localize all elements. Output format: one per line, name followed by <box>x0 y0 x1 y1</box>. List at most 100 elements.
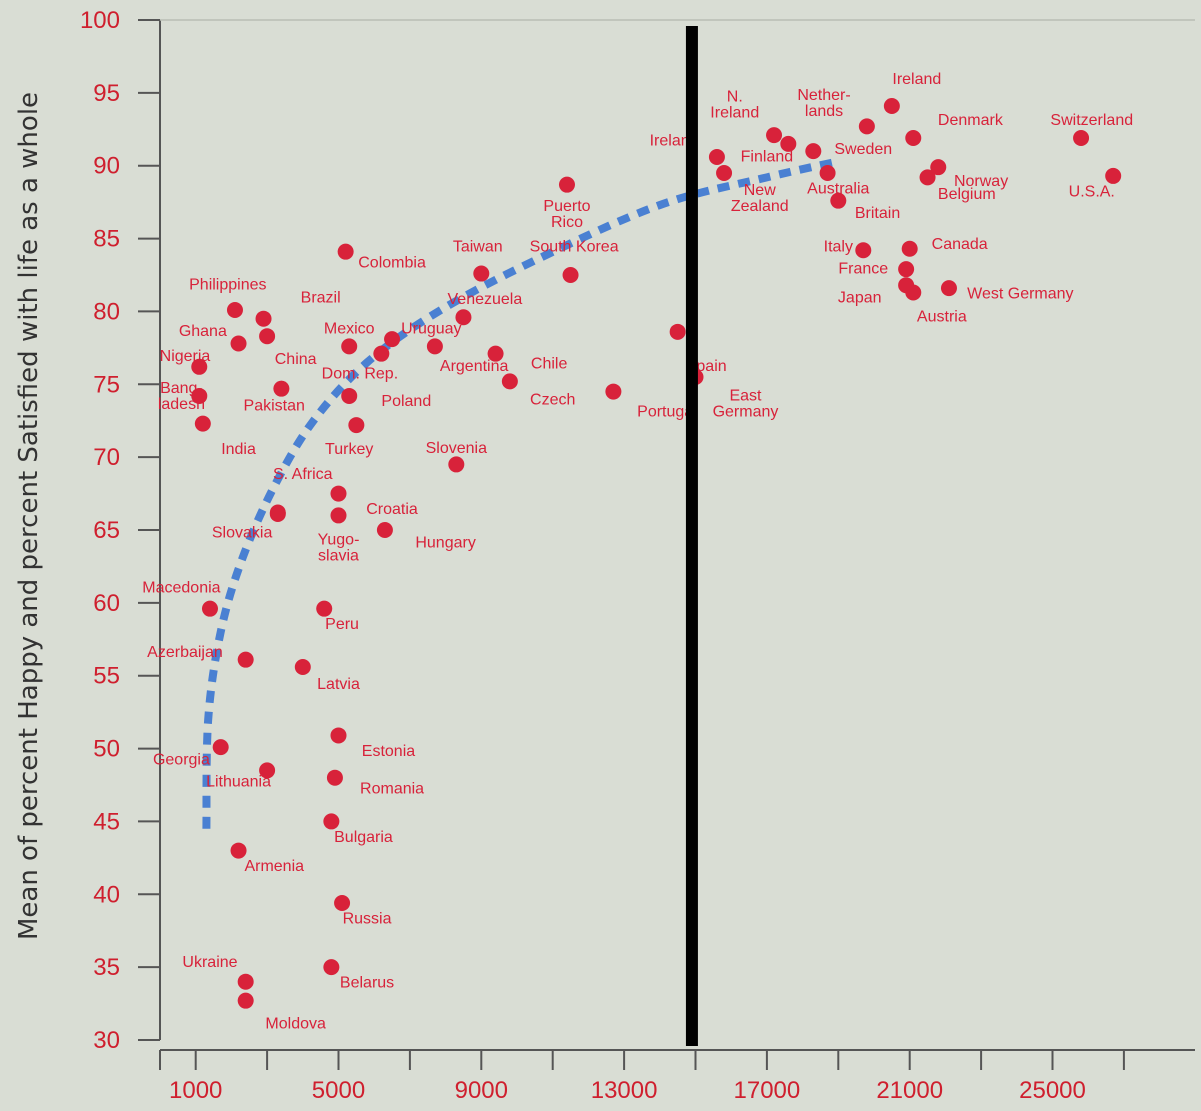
data-point <box>194 415 211 432</box>
point-label: Peru <box>325 616 359 633</box>
point-label-line: Portugal <box>637 403 697 420</box>
point-label-line: Czech <box>530 392 575 409</box>
data-point <box>426 338 443 355</box>
point-label-line: Latvia <box>317 676 360 693</box>
point-label-line: Chile <box>531 355 568 372</box>
y-tick-label: 75 <box>93 371 120 398</box>
point-label-line: Argentina <box>440 358 509 375</box>
point-label: Britain <box>855 205 900 222</box>
point-label-line: Moldova <box>265 1015 326 1032</box>
point-label-line: South Korea <box>530 239 619 256</box>
data-point <box>858 118 875 135</box>
y-tick-label: 85 <box>93 226 120 253</box>
point-label: West Germany <box>967 285 1073 302</box>
data-point <box>501 373 518 390</box>
y-tick-label: 70 <box>93 444 120 471</box>
point-label-line: Ukraine <box>182 954 237 971</box>
point-label: Bulgaria <box>334 829 393 846</box>
point-label: Nether-lands <box>797 87 850 120</box>
data-point <box>201 600 218 617</box>
point-label-line: Nether- <box>797 87 850 104</box>
point-label-line: Ghana <box>179 323 227 340</box>
y-tick-label: 45 <box>93 808 120 835</box>
y-tick-label: 35 <box>93 954 120 981</box>
point-label: Canada <box>932 236 988 253</box>
data-point <box>473 265 490 282</box>
point-label: China <box>275 351 317 368</box>
point-label-line: Estonia <box>362 743 415 760</box>
point-label-line: Austria <box>917 309 967 326</box>
point-label-line: Turkey <box>325 441 373 458</box>
data-point <box>708 148 725 165</box>
point-label-line: Ireland <box>892 71 941 88</box>
data-point <box>341 338 358 355</box>
point-label-line: Australia <box>807 180 869 197</box>
point-label-line: Switzerland <box>1050 112 1133 129</box>
data-point <box>259 328 276 345</box>
point-label: Dom. Rep. <box>322 365 398 382</box>
data-point <box>226 301 243 318</box>
point-label: Turkey <box>325 441 373 458</box>
data-point <box>259 762 276 779</box>
point-label: Taiwan <box>453 239 503 256</box>
point-label-line: New <box>744 182 776 199</box>
point-label-line: Zealand <box>731 198 789 215</box>
y-tick-label: 30 <box>93 1027 120 1054</box>
data-point <box>487 345 504 362</box>
data-point <box>341 387 358 404</box>
point-label-line: India <box>221 441 256 458</box>
point-label: Armenia <box>244 858 304 875</box>
point-label: Czech <box>530 392 575 409</box>
data-point <box>780 135 797 152</box>
point-label-line: Peru <box>325 616 359 633</box>
data-point <box>330 485 347 502</box>
data-point <box>330 507 347 524</box>
point-label-line: Japan <box>838 290 882 307</box>
data-point <box>855 242 872 259</box>
point-label-line: Denmark <box>938 112 1004 129</box>
trend-curve-layer <box>202 157 840 829</box>
point-label-line: China <box>275 351 317 368</box>
point-label: Hungary <box>415 534 475 551</box>
point-label-line: Lithuania <box>206 773 271 790</box>
points-layer <box>191 97 1122 1009</box>
data-point <box>212 739 229 756</box>
y-tick-label: 65 <box>93 517 120 544</box>
y-tick-label: 50 <box>93 736 120 763</box>
trend-curve <box>202 157 840 829</box>
point-label-line: Taiwan <box>453 239 503 256</box>
y-tick-label: 55 <box>93 663 120 690</box>
data-point <box>805 143 822 160</box>
data-point <box>930 159 947 176</box>
point-label: Georgia <box>153 752 210 769</box>
data-point <box>191 387 208 404</box>
point-label-line: Rico <box>551 214 583 231</box>
data-point <box>940 280 957 297</box>
point-label-line: Macedonia <box>142 580 220 597</box>
point-label-line: Poland <box>381 393 431 410</box>
point-label-line: Belarus <box>340 975 394 992</box>
point-label: Belgium <box>938 186 996 203</box>
point-label: Ghana <box>179 323 227 340</box>
point-label: Switzerland <box>1050 112 1133 129</box>
point-label: Mexico <box>324 320 375 337</box>
data-point <box>669 323 686 340</box>
point-label: Puerto Rico <box>543 198 590 231</box>
point-label: Moldova <box>265 1015 326 1032</box>
data-point <box>230 335 247 352</box>
point-label-line: Nigeria <box>160 348 211 365</box>
point-label-line: Mexico <box>324 320 375 337</box>
point-label: Finland <box>741 148 793 165</box>
point-label: Yugo-slavia <box>318 532 360 565</box>
point-label-line: Finland <box>741 148 793 165</box>
point-label: Japan <box>838 290 882 307</box>
data-point <box>830 192 847 209</box>
point-label-line: Puerto <box>543 198 590 215</box>
data-point <box>716 165 733 181</box>
data-point <box>255 310 272 327</box>
point-label: Bang-ladesh <box>158 380 205 413</box>
data-point <box>237 992 254 1009</box>
data-point <box>330 727 347 744</box>
data-point <box>316 600 333 617</box>
